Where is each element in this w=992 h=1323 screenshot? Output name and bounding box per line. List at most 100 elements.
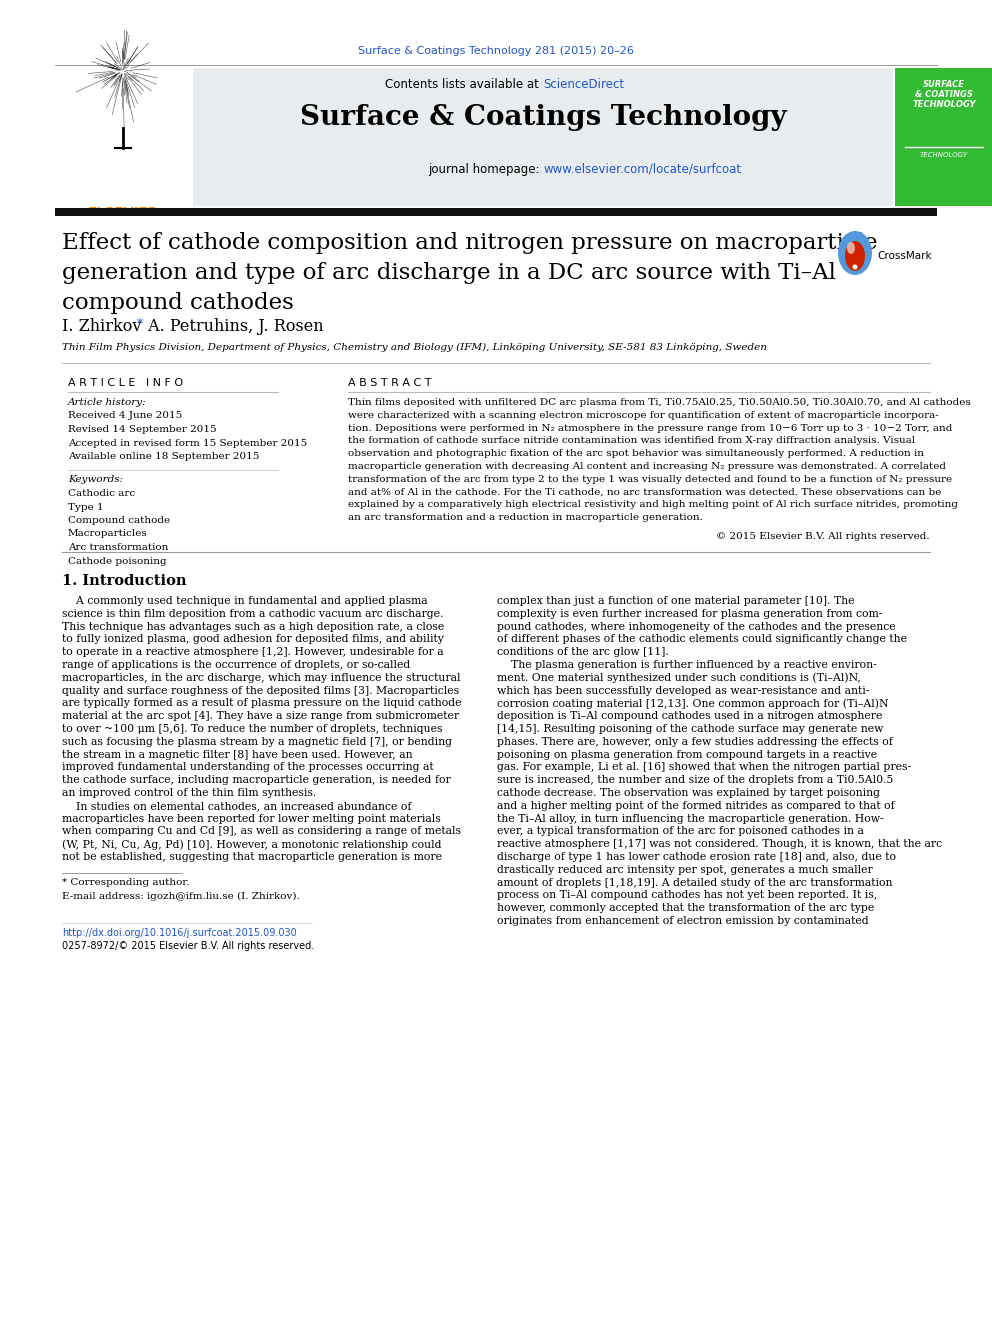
Ellipse shape xyxy=(838,232,872,275)
Text: ever, a typical transformation of the arc for poisoned cathodes in a: ever, a typical transformation of the ar… xyxy=(497,827,864,836)
Text: cathode decrease. The observation was explained by target poisoning: cathode decrease. The observation was ex… xyxy=(497,789,880,798)
Text: journal homepage:: journal homepage: xyxy=(428,163,543,176)
Text: This technique has advantages such as a high deposition rate, a close: This technique has advantages such as a … xyxy=(62,622,444,631)
Text: Keywords:: Keywords: xyxy=(68,475,123,484)
Text: Thin films deposited with unfiltered DC arc plasma from Ti, Ti0.75Al0.25, Ti0.50: Thin films deposited with unfiltered DC … xyxy=(348,398,971,407)
Text: the Ti–Al alloy, in turn influencing the macroparticle generation. How-: the Ti–Al alloy, in turn influencing the… xyxy=(497,814,884,824)
Text: were characterized with a scanning electron microscope for quantification of ext: were characterized with a scanning elect… xyxy=(348,411,938,419)
Text: of different phases of the cathodic elements could significantly change the: of different phases of the cathodic elem… xyxy=(497,635,907,644)
Text: improved fundamental understanding of the processes occurring at: improved fundamental understanding of th… xyxy=(62,762,434,773)
Ellipse shape xyxy=(852,265,857,270)
Text: explained by a comparatively high electrical resistivity and high melting point : explained by a comparatively high electr… xyxy=(348,500,958,509)
Text: observation and photographic fixation of the arc spot behavior was simultaneousl: observation and photographic fixation of… xyxy=(348,450,924,458)
Text: discharge of type 1 has lower cathode erosion rate [18] and, also, due to: discharge of type 1 has lower cathode er… xyxy=(497,852,896,863)
Bar xyxy=(55,67,191,206)
Ellipse shape xyxy=(845,241,865,271)
Text: macroparticles have been reported for lower melting point materials: macroparticles have been reported for lo… xyxy=(62,814,440,824)
Text: *: * xyxy=(137,318,143,331)
Text: sure is increased, the number and size of the droplets from a Ti0.5Al0.5: sure is increased, the number and size o… xyxy=(497,775,894,785)
Text: transformation of the arc from type 2 to the type 1 was visually detected and fo: transformation of the arc from type 2 to… xyxy=(348,475,952,484)
Text: complex than just a function of one material parameter [10]. The: complex than just a function of one mate… xyxy=(497,595,854,606)
Text: and at% of Al in the cathode. For the Ti cathode, no arc transformation was dete: and at% of Al in the cathode. For the Ti… xyxy=(348,488,941,496)
Text: reactive atmosphere [1,17] was not considered. Though, it is known, that the arc: reactive atmosphere [1,17] was not consi… xyxy=(497,839,942,849)
Text: gas. For example, Li et al. [16] showed that when the nitrogen partial pres-: gas. For example, Li et al. [16] showed … xyxy=(497,762,911,773)
Text: macroparticles, in the arc discharge, which may influence the structural: macroparticles, in the arc discharge, wh… xyxy=(62,673,460,683)
Text: which has been successfully developed as wear-resistance and anti-: which has been successfully developed as… xyxy=(497,685,869,696)
Text: compound cathodes: compound cathodes xyxy=(62,292,294,314)
Text: deposition is Ti–Al compound cathodes used in a nitrogen atmosphere: deposition is Ti–Al compound cathodes us… xyxy=(497,712,882,721)
Text: an arc transformation and a reduction in macroparticle generation.: an arc transformation and a reduction in… xyxy=(348,513,703,523)
Text: science is thin film deposition from a cathodic vacuum arc discharge.: science is thin film deposition from a c… xyxy=(62,609,443,619)
Text: range of applications is the occurrence of droplets, or so-called: range of applications is the occurrence … xyxy=(62,660,411,669)
Text: Contents lists available at: Contents lists available at xyxy=(385,78,543,91)
Text: drastically reduced arc intensity per spot, generates a much smaller: drastically reduced arc intensity per sp… xyxy=(497,865,873,875)
Text: amount of droplets [1,18,19]. A detailed study of the arc transformation: amount of droplets [1,18,19]. A detailed… xyxy=(497,877,893,888)
Text: such as focusing the plasma stream by a magnetic field [7], or bending: such as focusing the plasma stream by a … xyxy=(62,737,452,746)
Text: ELSEVIER: ELSEVIER xyxy=(87,206,159,220)
Text: Arc transformation: Arc transformation xyxy=(68,542,169,552)
Text: Cathodic arc: Cathodic arc xyxy=(68,490,135,497)
Text: Surface & Coatings Technology 281 (2015) 20–26: Surface & Coatings Technology 281 (2015)… xyxy=(358,46,634,56)
Text: Compound cathode: Compound cathode xyxy=(68,516,170,525)
Text: Available online 18 September 2015: Available online 18 September 2015 xyxy=(68,452,259,460)
Text: Effect of cathode composition and nitrogen pressure on macroparticle: Effect of cathode composition and nitrog… xyxy=(62,232,878,254)
Text: macroparticle generation with decreasing Al content and increasing N₂ pressure w: macroparticle generation with decreasing… xyxy=(348,462,946,471)
Text: A R T I C L E   I N F O: A R T I C L E I N F O xyxy=(68,378,184,388)
Ellipse shape xyxy=(847,242,855,254)
Text: Article history:: Article history: xyxy=(68,398,147,407)
Bar xyxy=(55,208,937,216)
Text: however, commonly accepted that the transformation of the arc type: however, commonly accepted that the tran… xyxy=(497,904,874,913)
Text: the formation of cathode surface nitride contamination was identified from X-ray: the formation of cathode surface nitride… xyxy=(348,437,916,446)
Text: the stream in a magnetic filter [8] have been used. However, an: the stream in a magnetic filter [8] have… xyxy=(62,750,413,759)
Text: In studies on elemental cathodes, an increased abundance of: In studies on elemental cathodes, an inc… xyxy=(62,800,412,811)
Text: quality and surface roughness of the deposited films [3]. Macroparticles: quality and surface roughness of the dep… xyxy=(62,685,459,696)
Text: an improved control of the thin film synthesis.: an improved control of the thin film syn… xyxy=(62,789,316,798)
Text: to operate in a reactive atmosphere [1,2]. However, undesirable for a: to operate in a reactive atmosphere [1,2… xyxy=(62,647,443,658)
Text: Surface & Coatings Technology: Surface & Coatings Technology xyxy=(300,105,787,131)
Text: (W, Pt, Ni, Cu, Ag, Pd) [10]. However, a monotonic relationship could: (W, Pt, Ni, Cu, Ag, Pd) [10]. However, a… xyxy=(62,839,441,849)
Bar xyxy=(895,67,992,206)
Text: A B S T R A C T: A B S T R A C T xyxy=(348,378,432,388)
Text: CrossMark: CrossMark xyxy=(877,251,931,261)
Text: Cathode poisoning: Cathode poisoning xyxy=(68,557,167,565)
Text: The plasma generation is further influenced by a reactive environ-: The plasma generation is further influen… xyxy=(497,660,877,669)
Text: E-mail address: igozh@ifm.liu.se (I. Zhirkov).: E-mail address: igozh@ifm.liu.se (I. Zhi… xyxy=(62,892,300,901)
Text: TECHNOLOGY: TECHNOLOGY xyxy=(920,152,968,157)
Text: corrosion coating material [12,13]. One common approach for (Ti–Al)N: corrosion coating material [12,13]. One … xyxy=(497,699,889,709)
Text: and a higher melting point of the formed nitrides as compared to that of: and a higher melting point of the formed… xyxy=(497,800,895,811)
Text: http://dx.doi.org/10.1016/j.surfcoat.2015.09.030: http://dx.doi.org/10.1016/j.surfcoat.201… xyxy=(62,927,297,938)
Text: I. Zhirkov: I. Zhirkov xyxy=(62,318,142,335)
Text: process on Ti–Al compound cathodes has not yet been reported. It is,: process on Ti–Al compound cathodes has n… xyxy=(497,890,877,901)
Text: to fully ionized plasma, good adhesion for deposited films, and ability: to fully ionized plasma, good adhesion f… xyxy=(62,635,443,644)
Text: ment. One material synthesized under such conditions is (Ti–Al)N,: ment. One material synthesized under suc… xyxy=(497,673,861,684)
Text: the cathode surface, including macroparticle generation, is needed for: the cathode surface, including macropart… xyxy=(62,775,450,785)
Text: originates from enhancement of electron emission by contaminated: originates from enhancement of electron … xyxy=(497,916,869,926)
Bar xyxy=(193,67,893,206)
Text: tion. Depositions were performed in N₂ atmosphere in the pressure range from 10−: tion. Depositions were performed in N₂ a… xyxy=(348,423,952,433)
Text: 0257-8972/© 2015 Elsevier B.V. All rights reserved.: 0257-8972/© 2015 Elsevier B.V. All right… xyxy=(62,941,314,951)
Text: material at the arc spot [4]. They have a size range from submicrometer: material at the arc spot [4]. They have … xyxy=(62,712,459,721)
Text: to over ~100 μm [5,6]. To reduce the number of droplets, techniques: to over ~100 μm [5,6]. To reduce the num… xyxy=(62,724,442,734)
Text: ScienceDirect: ScienceDirect xyxy=(543,78,624,91)
Text: Thin Film Physics Division, Department of Physics, Chemistry and Biology (IFM), : Thin Film Physics Division, Department o… xyxy=(62,343,767,352)
Text: phases. There are, however, only a few studies addressing the effects of: phases. There are, however, only a few s… xyxy=(497,737,893,746)
Text: Accepted in revised form 15 September 2015: Accepted in revised form 15 September 20… xyxy=(68,438,308,447)
Text: Revised 14 September 2015: Revised 14 September 2015 xyxy=(68,425,216,434)
Text: Type 1: Type 1 xyxy=(68,503,103,512)
Text: conditions of the arc glow [11].: conditions of the arc glow [11]. xyxy=(497,647,669,658)
Text: 1. Introduction: 1. Introduction xyxy=(62,574,186,587)
Text: A commonly used technique in fundamental and applied plasma: A commonly used technique in fundamental… xyxy=(62,595,428,606)
Text: A. Petruhins, J. Rosen: A. Petruhins, J. Rosen xyxy=(143,318,323,335)
Text: when comparing Cu and Cd [9], as well as considering a range of metals: when comparing Cu and Cd [9], as well as… xyxy=(62,827,461,836)
Text: are typically formed as a result of plasma pressure on the liquid cathode: are typically formed as a result of plas… xyxy=(62,699,461,708)
Text: © 2015 Elsevier B.V. All rights reserved.: © 2015 Elsevier B.V. All rights reserved… xyxy=(716,532,930,541)
Text: www.elsevier.com/locate/surfcoat: www.elsevier.com/locate/surfcoat xyxy=(543,163,741,176)
Text: not be established, suggesting that macroparticle generation is more: not be established, suggesting that macr… xyxy=(62,852,442,863)
Text: complexity is even further increased for plasma generation from com-: complexity is even further increased for… xyxy=(497,609,882,619)
Text: SURFACE
& COATINGS
TECHNOLOGY: SURFACE & COATINGS TECHNOLOGY xyxy=(913,79,976,108)
Text: pound cathodes, where inhomogeneity of the cathodes and the presence: pound cathodes, where inhomogeneity of t… xyxy=(497,622,896,631)
Text: [14,15]. Resulting poisoning of the cathode surface may generate new: [14,15]. Resulting poisoning of the cath… xyxy=(497,724,883,734)
Text: generation and type of arc discharge in a DC arc source with Ti–Al: generation and type of arc discharge in … xyxy=(62,262,836,284)
Text: * Corresponding author.: * Corresponding author. xyxy=(62,877,189,886)
Text: poisoning on plasma generation from compound targets in a reactive: poisoning on plasma generation from comp… xyxy=(497,750,877,759)
